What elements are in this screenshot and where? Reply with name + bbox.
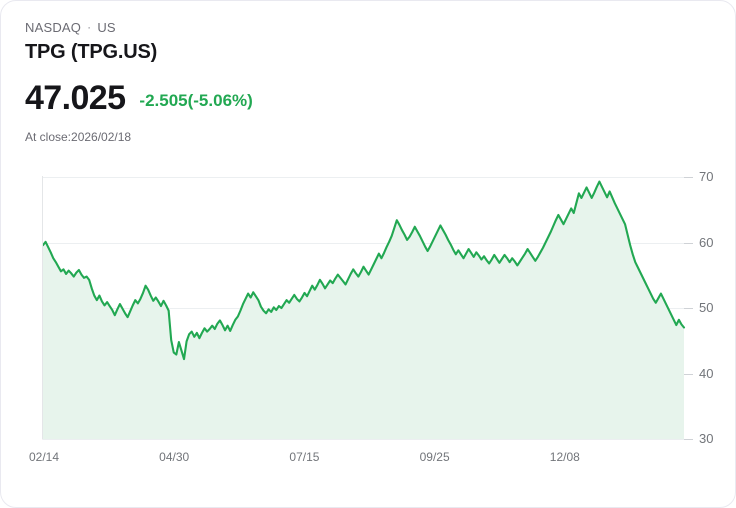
y-axis-tick-label: 60 bbox=[699, 235, 713, 250]
page-title: TPG (TPG.US) bbox=[25, 41, 158, 63]
y-axis-labels: 70 60 50 40 30 bbox=[699, 169, 713, 446]
close-status: At close:2026/02/18 bbox=[25, 130, 132, 144]
region-label: US bbox=[97, 20, 116, 35]
price-line bbox=[41, 180, 686, 361]
price-area-fill bbox=[43, 181, 684, 439]
y-axis-tick-label: 70 bbox=[699, 169, 713, 184]
current-price: 47.025 bbox=[25, 79, 126, 117]
x-axis-tick-label: 04/30 bbox=[159, 450, 189, 464]
price-change: -2.505(-5.06%) bbox=[139, 91, 253, 110]
x-axis-labels: 02/14 04/30 07/15 09/25 12/08 bbox=[29, 450, 580, 464]
separator-dot: · bbox=[87, 20, 92, 34]
y-axis-tick-label: 30 bbox=[699, 431, 713, 446]
price-chart-svg[interactable]: 70 60 50 40 30 02/14 04/30 07/15 09/25 12/08 bbox=[1, 161, 736, 471]
x-axis-tick-label: 02/14 bbox=[29, 450, 59, 464]
exchange-row: NASDAQ · US bbox=[25, 19, 711, 36]
price-row: 47.025 -2.505(-5.06%) bbox=[25, 79, 711, 117]
price-chart[interactable]: 70 60 50 40 30 02/14 04/30 07/15 09/25 12/08 bbox=[1, 161, 736, 471]
quote-header: NASDAQ · US TPG (TPG.US) 47.025 -2.505(-5.… bbox=[25, 19, 711, 145]
x-axis-tick-label: 07/15 bbox=[289, 450, 319, 464]
chart-ticks bbox=[684, 177, 693, 440]
y-axis-tick-label: 40 bbox=[699, 366, 713, 381]
x-axis-tick-label: 09/25 bbox=[420, 450, 450, 464]
x-axis-tick-label: 12/08 bbox=[550, 450, 580, 464]
exchange-name: NASDAQ bbox=[25, 20, 82, 35]
y-axis-tick-label: 50 bbox=[699, 300, 713, 315]
